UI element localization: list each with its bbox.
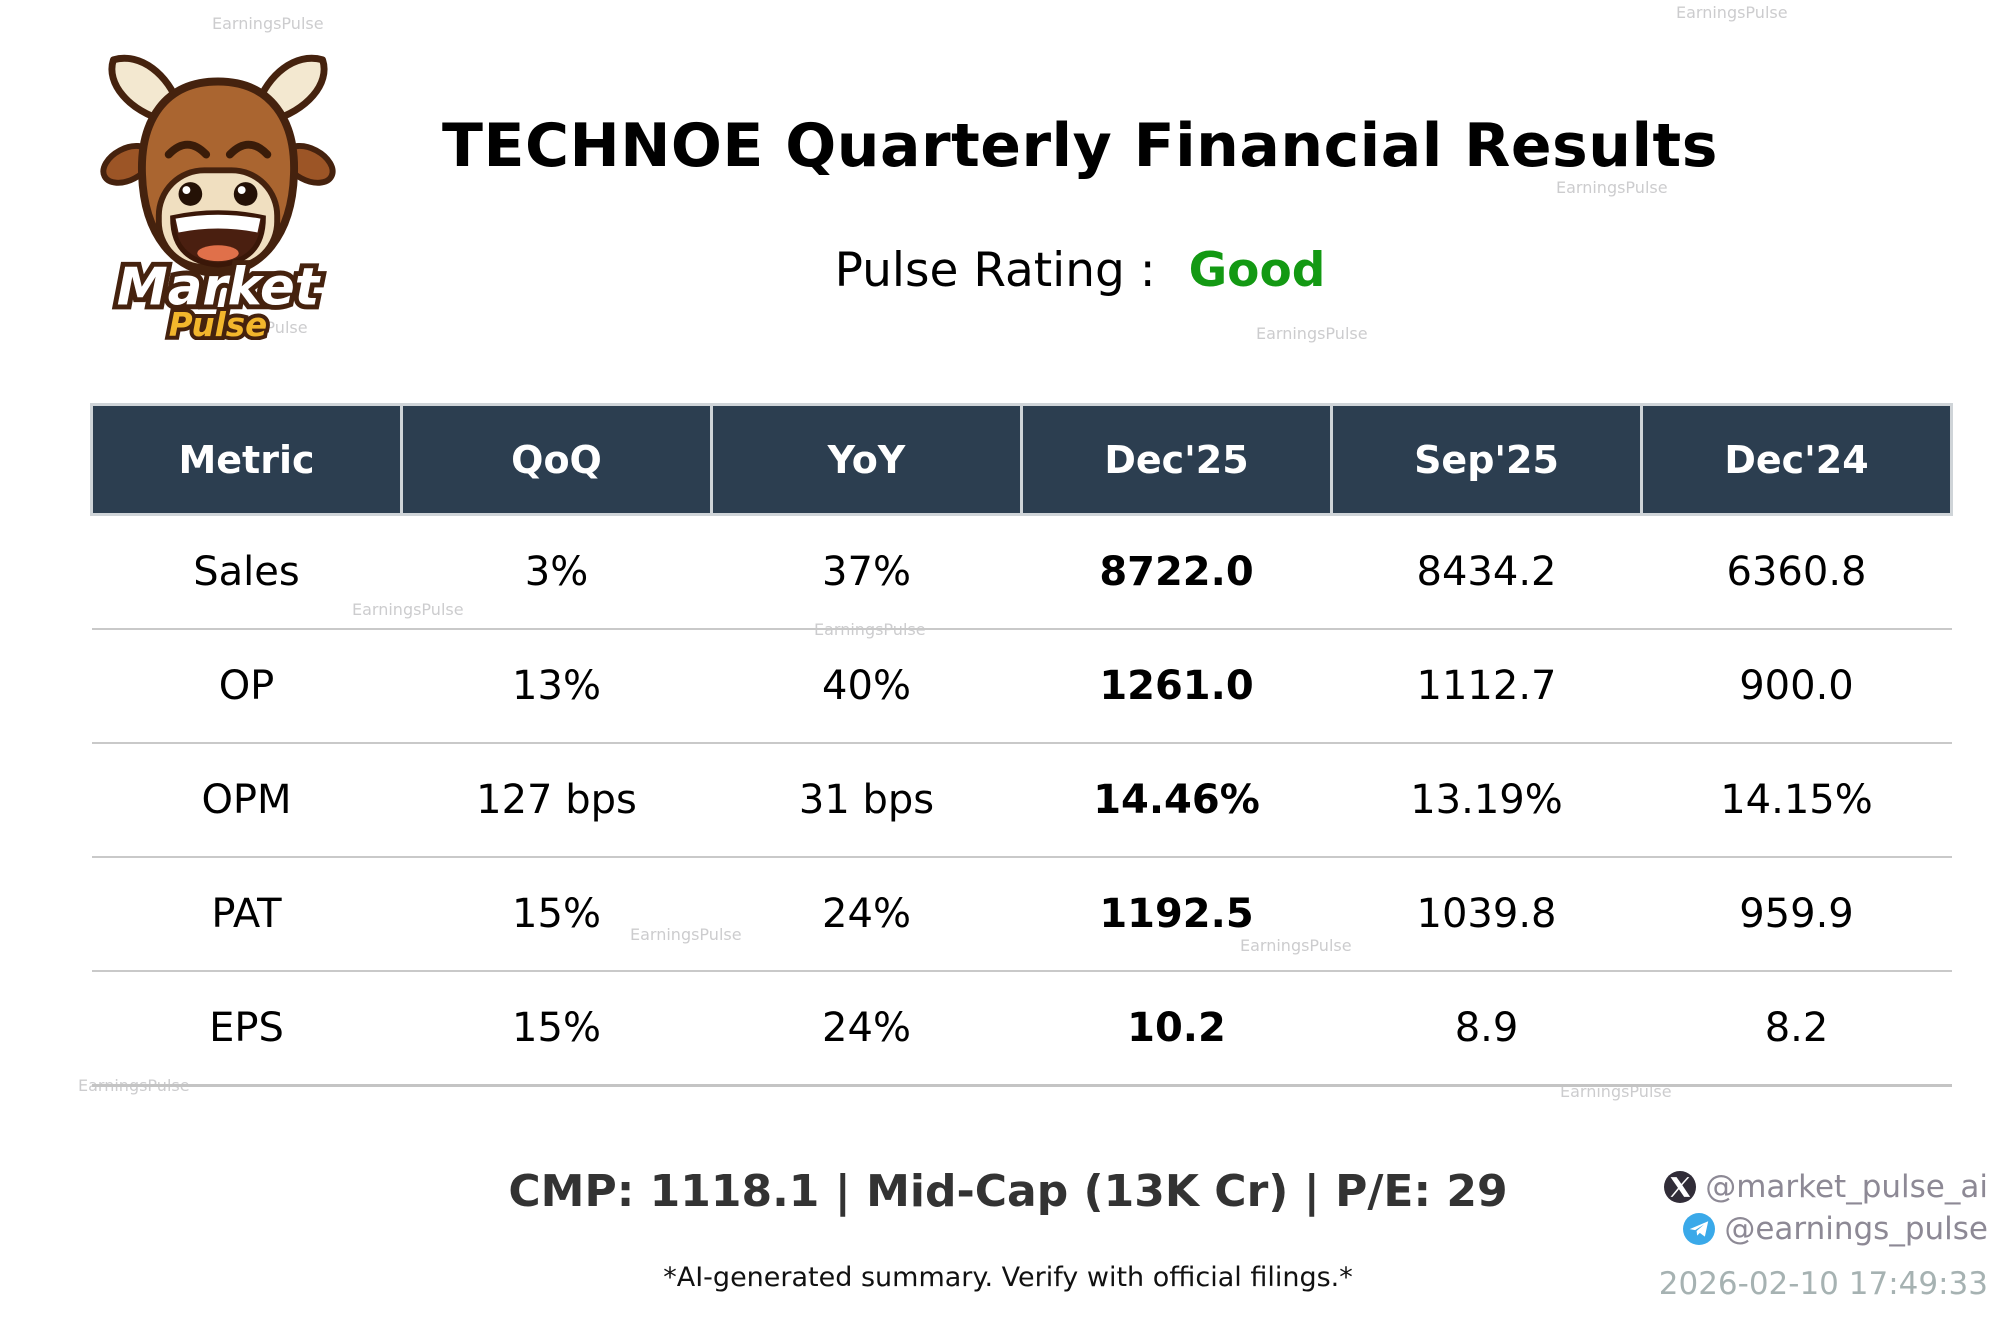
- pat-dec25-cell: 1192.5: [1021, 857, 1332, 972]
- sales-metric-cell: Sales: [91, 514, 402, 630]
- telegram-handle: @earnings_pulse: [1683, 1210, 1988, 1248]
- col-header-dec24: Dec'24: [1640, 403, 1953, 516]
- page-title: TECHNOE Quarterly Financial Results: [442, 111, 1718, 181]
- cmp-summary: CMP: 1118.1 | Mid-Cap (13K Cr) | P/E: 29: [508, 1166, 1508, 1217]
- pulse-rating-value: Good: [1188, 243, 1326, 298]
- market-pulse-logo: Market Pulse: [100, 54, 336, 340]
- pat-dec24-cell: 959.9: [1641, 857, 1952, 972]
- twitter-handle-text: @market_pulse_ai: [1705, 1169, 1988, 1205]
- bull-mascot-icon: [100, 54, 336, 278]
- pat-yoy-cell: 24%: [711, 857, 1022, 972]
- opm-dec24-cell: 14.15%: [1641, 743, 1952, 858]
- earningspulse-watermark: EarningsPulse: [212, 14, 324, 33]
- earningspulse-watermark: EarningsPulse: [1560, 1082, 1672, 1101]
- earningspulse-watermark: EarningsPulse: [1556, 178, 1668, 197]
- logo-wordmark-pulse: Pulse: [169, 306, 267, 340]
- opm-qoq-cell: 127 bps: [401, 743, 712, 858]
- col-header-qoq: QoQ: [400, 403, 713, 516]
- col-header-yoy: YoY: [710, 403, 1023, 516]
- eps-dec24-cell: 8.2: [1641, 971, 1952, 1087]
- results-table-header: Metric QoQ YoY Dec'25 Sep'25 Dec'24: [90, 403, 1953, 516]
- eps-sep25-cell: 8.9: [1331, 971, 1642, 1087]
- results-table: Metric QoQ YoY Dec'25 Sep'25 Dec'24 Sale…: [90, 403, 1953, 1087]
- generated-timestamp: 2026-02-10 17:49:33: [1658, 1266, 1988, 1302]
- telegram-icon: [1683, 1213, 1716, 1245]
- twitter-handle: @market_pulse_ai: [1664, 1168, 1988, 1206]
- col-header-sep25: Sep'25: [1330, 403, 1643, 516]
- pulse-rating-label: Pulse Rating :: [834, 243, 1156, 298]
- pat-metric-cell: PAT: [91, 857, 402, 972]
- table-row-pat: PAT 15% 24% 1192.5 1039.8 959.9: [91, 857, 1952, 972]
- eps-metric-cell: EPS: [91, 971, 402, 1087]
- op-sep25-cell: 1112.7: [1331, 629, 1642, 744]
- eps-qoq-cell: 15%: [401, 971, 712, 1087]
- eps-dec25-cell: 10.2: [1021, 971, 1332, 1087]
- pat-qoq-cell: 15%: [401, 857, 712, 972]
- op-qoq-cell: 13%: [401, 629, 712, 744]
- pulse-rating: Pulse Rating : Good: [360, 243, 1800, 298]
- table-row-opm: OPM 127 bps 31 bps 14.46% 13.19% 14.15%: [91, 743, 1952, 858]
- table-row-eps: EPS 15% 24% 10.2 8.9 8.2: [91, 971, 1952, 1087]
- earningspulse-watermark: EarningsPulse: [1676, 3, 1788, 22]
- telegram-handle-text: @earnings_pulse: [1724, 1211, 1988, 1247]
- op-metric-cell: OP: [91, 629, 402, 744]
- earningspulse-watermark: EarningsPulse: [196, 318, 308, 337]
- logo-wordmark-market: Market: [117, 257, 322, 317]
- col-header-dec25: Dec'25: [1020, 403, 1333, 516]
- social-block: @market_pulse_ai @earnings_pulse 2026-02…: [1659, 1168, 1988, 1302]
- earningspulse-watermark: EarningsPulse: [1256, 324, 1368, 343]
- results-table-body: Sales 3% 37% 8722.0 8434.2 6360.8 OP 13%…: [91, 514, 1952, 1087]
- op-dec24-cell: 900.0: [1641, 629, 1952, 744]
- table-row-op: OP 13% 40% 1261.0 1112.7 900.0: [91, 629, 1952, 744]
- eps-yoy-cell: 24%: [711, 971, 1022, 1087]
- opm-sep25-cell: 13.19%: [1331, 743, 1642, 858]
- x-twitter-icon: [1664, 1171, 1697, 1203]
- table-row-sales: Sales 3% 37% 8722.0 8434.2 6360.8: [91, 514, 1952, 630]
- sales-sep25-cell: 8434.2: [1331, 514, 1642, 630]
- opm-yoy-cell: 31 bps: [711, 743, 1022, 858]
- sales-dec25-cell: 8722.0: [1021, 514, 1332, 630]
- opm-dec25-cell: 14.46%: [1021, 743, 1332, 858]
- header: TECHNOE Quarterly Financial Results Puls…: [360, 111, 1800, 299]
- pat-sep25-cell: 1039.8: [1331, 857, 1642, 972]
- sales-dec24-cell: 6360.8: [1641, 514, 1952, 630]
- sales-qoq-cell: 3%: [401, 514, 712, 630]
- opm-metric-cell: OPM: [91, 743, 402, 858]
- header-row: Metric QoQ YoY Dec'25 Sep'25 Dec'24: [90, 403, 1953, 516]
- col-header-metric: Metric: [90, 403, 403, 516]
- sales-yoy-cell: 37%: [711, 514, 1022, 630]
- ai-disclaimer: *AI-generated summary. Verify with offic…: [663, 1262, 1353, 1293]
- op-dec25-cell: 1261.0: [1021, 629, 1332, 744]
- op-yoy-cell: 40%: [711, 629, 1022, 744]
